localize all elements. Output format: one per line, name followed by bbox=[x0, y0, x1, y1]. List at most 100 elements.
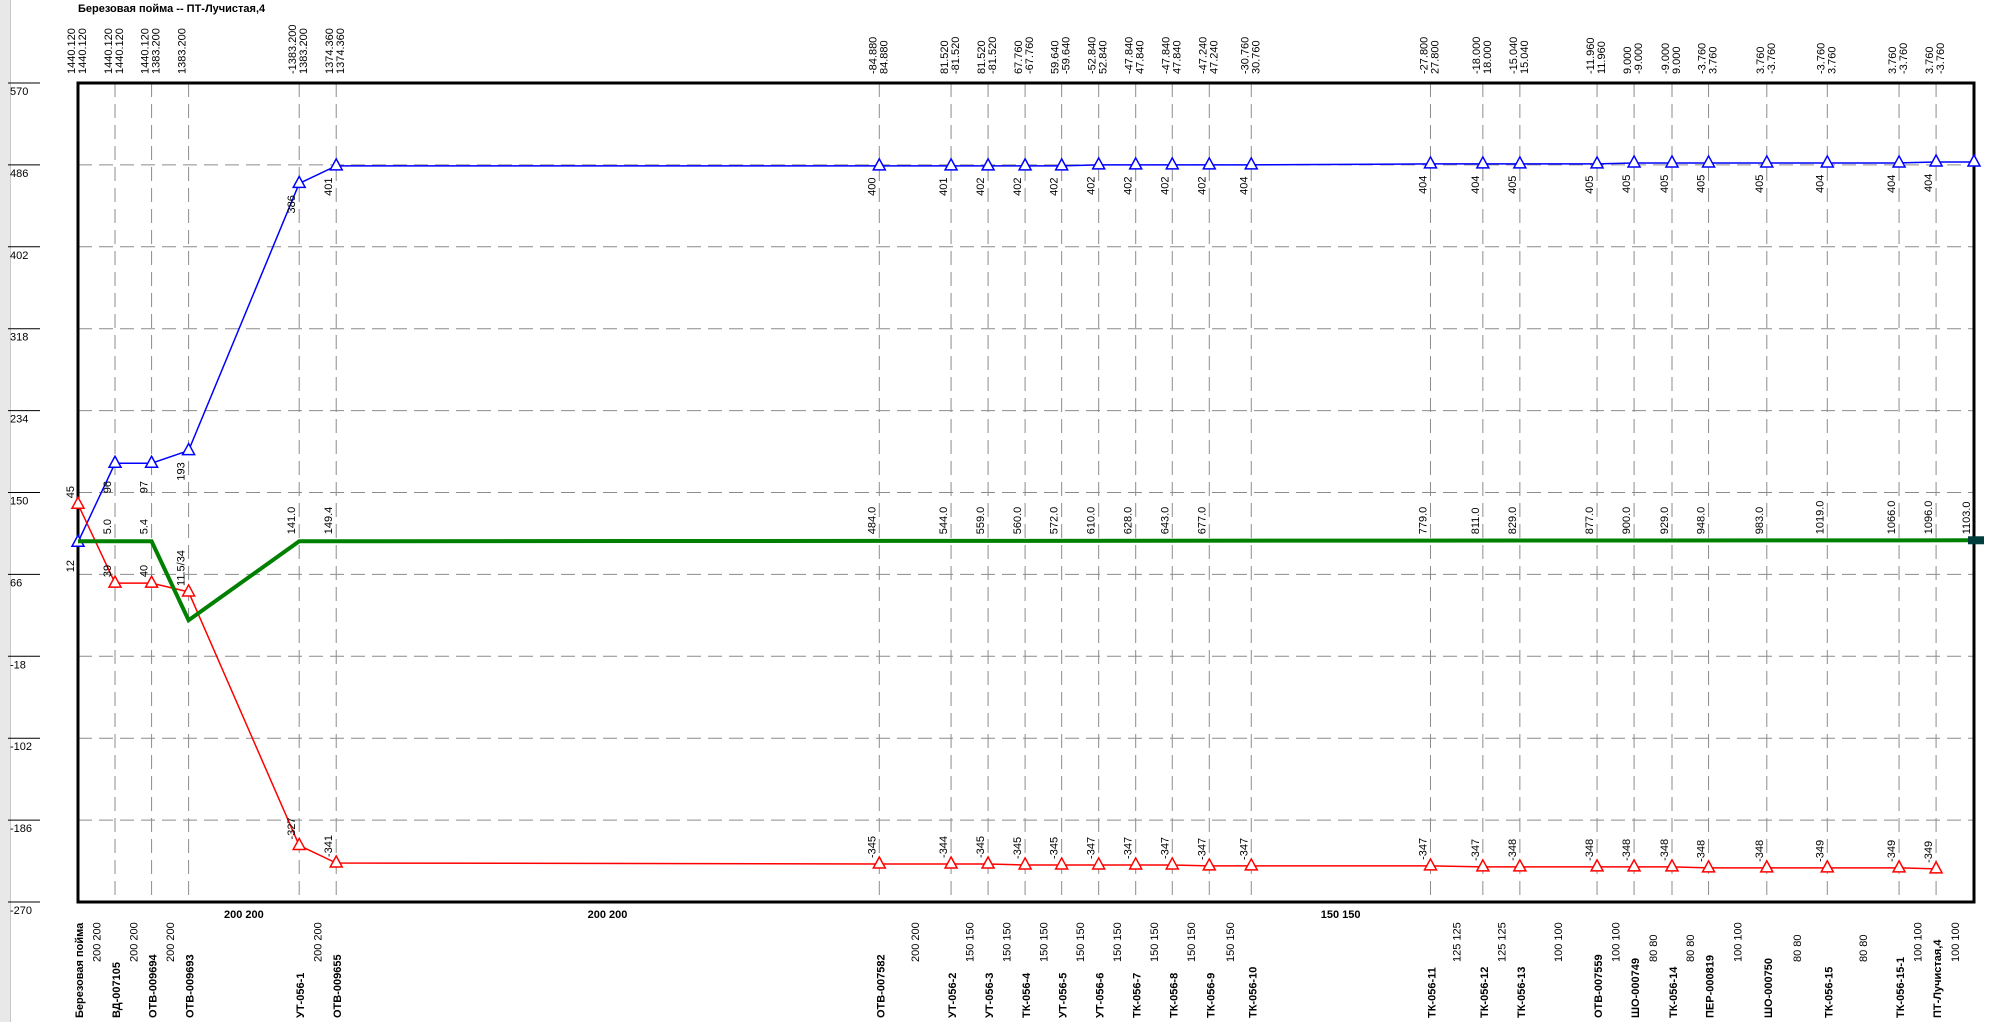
data-point-marker bbox=[980, 157, 996, 171]
data-point-label: -348 bbox=[1696, 840, 1708, 862]
data-point-label: 39 bbox=[102, 565, 114, 577]
node-name-label: УТ-056-1 bbox=[295, 973, 307, 1018]
data-point-label: -341 bbox=[323, 835, 335, 857]
data-point-label: 402 bbox=[1196, 177, 1208, 195]
data-point-marker bbox=[1091, 856, 1106, 870]
data-point-label: 193 bbox=[176, 462, 188, 480]
data-point-label: 405 bbox=[1696, 175, 1708, 193]
data-point-marker bbox=[1202, 857, 1217, 871]
segment-diameter-label: 100 100 bbox=[1611, 922, 1623, 962]
data-point-marker bbox=[1626, 154, 1642, 168]
top-value-label: 1383.200 bbox=[177, 28, 189, 74]
data-point-marker bbox=[1423, 857, 1438, 871]
data-point-marker bbox=[872, 855, 887, 869]
data-point-marker bbox=[1128, 856, 1143, 870]
data-point-marker bbox=[1966, 153, 1982, 167]
data-point-label: -345 bbox=[975, 836, 987, 858]
data-point-label: -344 bbox=[938, 836, 950, 858]
top-value-label: 30.760 bbox=[1250, 40, 1262, 74]
data-point-label: 677.0 bbox=[1196, 507, 1208, 535]
y-tick-label: 234 bbox=[10, 414, 28, 426]
top-value-label: 84.880 bbox=[878, 40, 890, 74]
y-tick-label: 66 bbox=[10, 577, 22, 589]
segment-diameter-label: 150 150 bbox=[1075, 922, 1087, 962]
data-point-label: 404 bbox=[1886, 175, 1898, 193]
data-point-marker bbox=[181, 442, 196, 456]
data-point-marker bbox=[1626, 858, 1642, 872]
node-name-label: ТК-056-8 bbox=[1168, 973, 1180, 1018]
y-tick-label: -102 bbox=[10, 741, 32, 753]
top-value-label: -11.960 bbox=[1585, 38, 1597, 75]
data-point-label: 829.0 bbox=[1507, 507, 1519, 535]
node-name-label: УТ-056-5 bbox=[1058, 973, 1070, 1018]
data-point-label: -327 bbox=[286, 817, 298, 839]
node-name-label: ТК-056-7 bbox=[1132, 973, 1144, 1018]
segment-diameter-label: 150 150 bbox=[1321, 909, 1361, 921]
top-value-label: 67.760 bbox=[1013, 40, 1025, 74]
data-point-marker bbox=[1891, 154, 1907, 168]
top-value-label: -15.040 bbox=[1508, 37, 1520, 74]
data-point-label: 402 bbox=[1086, 177, 1098, 195]
segment-diameter-label: 80 80 bbox=[1648, 934, 1660, 962]
data-point-marker bbox=[1017, 856, 1033, 870]
y-tick-label: 402 bbox=[10, 250, 28, 262]
data-point-marker bbox=[1759, 859, 1775, 873]
data-point-label: -347 bbox=[1196, 838, 1208, 860]
data-point-label: -349 bbox=[1923, 841, 1935, 863]
series-line bbox=[78, 538, 1975, 624]
segment-diameter-label: 150 150 bbox=[1149, 922, 1161, 962]
top-value-label: -52.840 bbox=[1087, 37, 1099, 74]
data-point-marker bbox=[328, 157, 344, 171]
top-value-label: 81.520 bbox=[976, 40, 988, 74]
data-point-label: 405 bbox=[1754, 175, 1766, 193]
data-point-label: 45 bbox=[65, 486, 77, 498]
node-name-label: ПЕР-000819 bbox=[1705, 955, 1717, 1018]
data-point-label: -349 bbox=[1886, 840, 1898, 862]
segment-diameter-label: 100 100 bbox=[1950, 922, 1962, 962]
top-value-label: 27.800 bbox=[1429, 40, 1441, 74]
segment-diameter-label: 100 100 bbox=[1553, 922, 1565, 962]
segment-diameter-label: 80 80 bbox=[1858, 934, 1870, 962]
top-value-label: 81.520 bbox=[939, 40, 951, 74]
top-value-label: -47.240 bbox=[1197, 37, 1209, 74]
top-value-label: 9.000 bbox=[1671, 46, 1683, 74]
data-point-marker bbox=[1423, 155, 1438, 169]
data-point-label: -348 bbox=[1754, 840, 1766, 862]
top-value-label: -3.760 bbox=[1697, 43, 1709, 74]
data-point-label: 405 bbox=[1659, 175, 1671, 193]
data-point-marker bbox=[144, 454, 159, 468]
top-value-label: 1440.120 bbox=[77, 28, 89, 74]
data-point-marker bbox=[1054, 157, 1069, 171]
data-point-label: 386 bbox=[286, 195, 298, 213]
data-point-label: 402 bbox=[1159, 177, 1171, 195]
plot-border bbox=[76, 81, 1976, 904]
top-value-label: -9.000 bbox=[1660, 43, 1672, 74]
segment-diameter-label: 100 100 bbox=[1732, 922, 1744, 962]
top-value-label: 47.240 bbox=[1208, 40, 1220, 74]
top-value-label: 3.760 bbox=[1887, 46, 1899, 74]
data-point-marker bbox=[943, 157, 959, 171]
segment-diameter-label: 150 150 bbox=[965, 922, 977, 962]
data-point-marker bbox=[1475, 858, 1491, 872]
data-point-marker bbox=[1701, 154, 1716, 168]
data-point-marker bbox=[1928, 153, 1944, 167]
data-point-label: 12 bbox=[65, 560, 77, 572]
data-point-marker bbox=[1512, 155, 1528, 169]
data-point-label: 404 bbox=[1923, 174, 1935, 192]
data-point-label: 96 bbox=[102, 481, 114, 493]
top-value-label: -47.840 bbox=[1124, 37, 1136, 74]
data-point-marker bbox=[107, 574, 123, 588]
data-point-label: -347 bbox=[1159, 837, 1171, 859]
top-value-label: 9.000 bbox=[1622, 46, 1634, 74]
node-name-label: ТК-056-13 bbox=[1516, 967, 1528, 1018]
segment-diameter-label: 80 80 bbox=[1792, 934, 1804, 962]
segment-diameter-label: 80 80 bbox=[1685, 934, 1697, 962]
data-point-marker bbox=[1664, 154, 1680, 168]
data-point-label: 401 bbox=[323, 178, 335, 196]
data-point-label: 149.4 bbox=[323, 507, 335, 535]
top-value-label: 3.760 bbox=[1708, 46, 1720, 74]
top-value-label: 1374.360 bbox=[335, 28, 347, 74]
node-name-label: ТК-056-9 bbox=[1205, 973, 1217, 1018]
data-point-label: 402 bbox=[1012, 178, 1024, 196]
data-point-marker bbox=[1664, 858, 1680, 872]
